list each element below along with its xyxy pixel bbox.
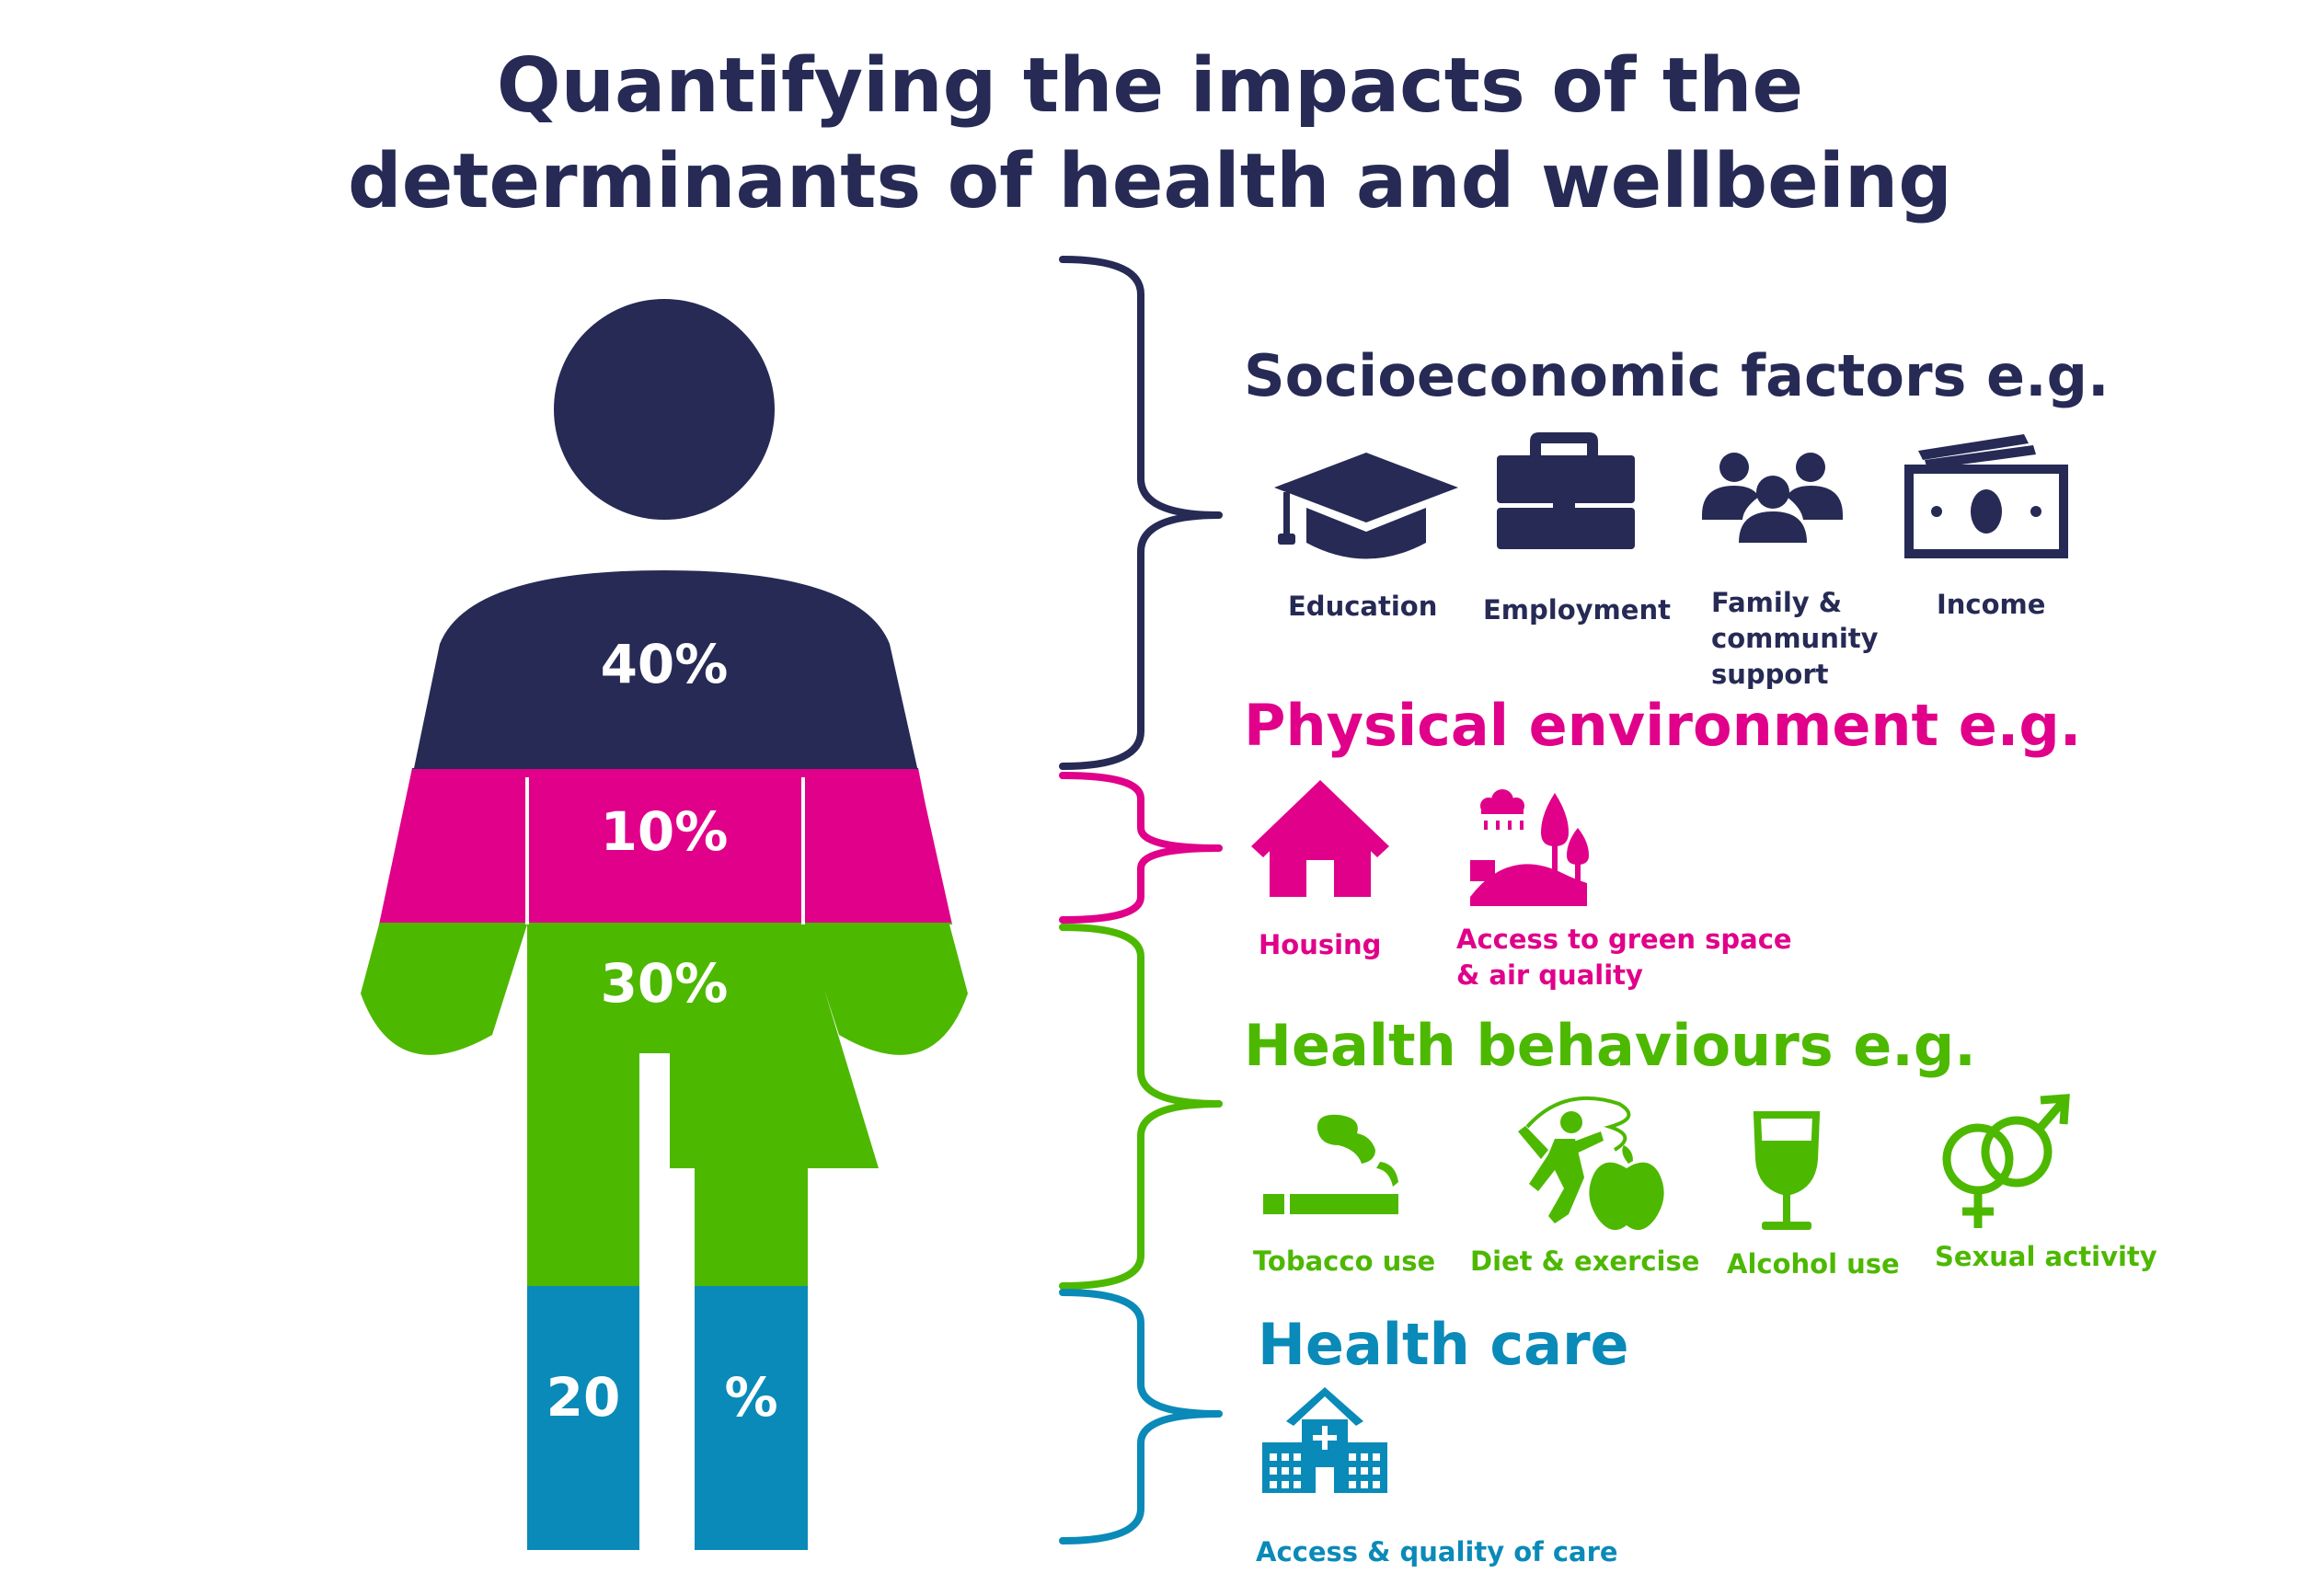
banknote-icon — [1904, 434, 2068, 558]
brace-healthcare — [1059, 1289, 1223, 1544]
healthcare-heading: Health care — [1258, 1311, 1629, 1378]
exercise-apple-icon — [1518, 1096, 1664, 1231]
brace-physical — [1059, 772, 1223, 924]
behaviour-icons — [1263, 1094, 2070, 1231]
hospital-icon — [1262, 1387, 1387, 1493]
employment-label: Employment — [1483, 594, 1671, 626]
behaviours-heading: Health behaviours e.g. — [1244, 1012, 1976, 1079]
tobacco-label: Tobacco use — [1253, 1246, 1436, 1277]
graduation-cap-icon — [1274, 453, 1458, 559]
page-title-line2: determinants of health and wellbeing — [348, 138, 1952, 225]
cigarette-icon — [1263, 1114, 1398, 1214]
wine-glass-icon — [1753, 1111, 1821, 1230]
landscape-icon — [1470, 789, 1589, 906]
care-access-label: Access & quality of care — [1256, 1536, 1618, 1567]
housing-label: Housing — [1259, 929, 1382, 960]
page-title-line1: Quantifying the impacts of the — [496, 42, 1804, 130]
house-icon — [1251, 780, 1389, 897]
gender-symbols-icon — [1942, 1094, 2070, 1228]
diet-exercise-label: Diet & exercise — [1470, 1246, 1700, 1277]
alcohol-label: Alcohol use — [1727, 1248, 1900, 1280]
leg-gap — [639, 1286, 695, 1553]
family-label-line1: Family & — [1711, 587, 1843, 618]
behaviours-percent: 30% — [600, 952, 729, 1015]
green-space-label-line1: Access to green space — [1456, 924, 1792, 955]
brace-behaviours — [1059, 924, 1223, 1290]
healthcare-percent-right: % — [724, 1366, 778, 1429]
green-space-label-line2: & air quality — [1456, 959, 1643, 991]
socioeconomic-percent: 40% — [600, 633, 729, 695]
income-label: Income — [1937, 589, 2046, 620]
family-community-support-label: Family & community support — [1711, 585, 1879, 693]
brace-socioeconomic — [1059, 256, 1223, 770]
socioeconomic-heading: Socioeconomic factors e.g. — [1244, 342, 2110, 409]
physical-percent: 10% — [600, 800, 729, 863]
physical-heading: Physical environment e.g. — [1244, 692, 2082, 759]
sexual-activity-label: Sexual activity — [1935, 1241, 2157, 1272]
education-label: Education — [1288, 591, 1438, 622]
socioeconomic-band — [361, 299, 968, 771]
briefcase-icon — [1497, 432, 1635, 549]
people-group-icon — [1702, 453, 1843, 543]
physical-band — [361, 769, 968, 924]
family-label-line2: community — [1711, 623, 1879, 654]
green-space-label: Access to green space & air quality — [1456, 922, 1792, 993]
healthcare-percent-left: 20 — [546, 1366, 621, 1429]
family-label-line3: support — [1711, 659, 1829, 690]
